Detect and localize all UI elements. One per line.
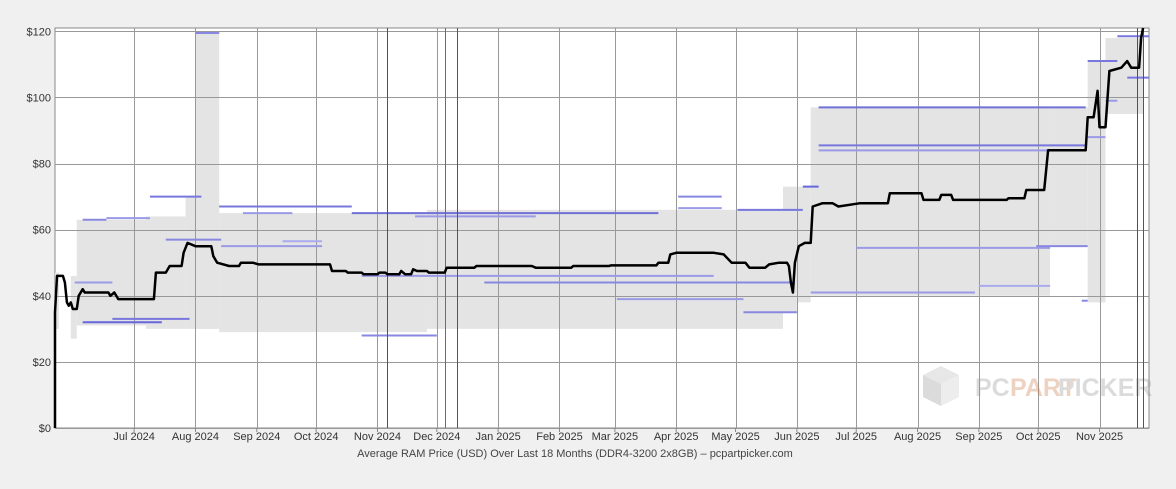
y-tick-label: $120	[27, 26, 51, 38]
chart-title: Average RAM Price (USD) Over Last 18 Mon…	[357, 448, 793, 460]
price-range-band	[783, 186, 797, 313]
x-tick-label: Nov 2025	[1076, 431, 1123, 443]
x-tick-label: Oct 2024	[294, 431, 339, 443]
grid-lines	[55, 28, 1149, 429]
price-range-band	[76, 219, 147, 326]
watermark-text-pc: PC	[975, 374, 1010, 402]
x-tick-label: Nov 2024	[354, 431, 401, 443]
price-range-band	[1050, 107, 1088, 247]
y-tick-label: $40	[33, 291, 51, 303]
y-tick-label: $60	[33, 225, 51, 237]
average-price-line	[53, 27, 1145, 428]
series-group	[53, 27, 1145, 428]
x-tick-label: Apr 2025	[654, 431, 699, 443]
y-tick-label: $80	[33, 159, 51, 171]
y-tick-label: $100	[27, 92, 51, 104]
x-tick-label: Aug 2024	[172, 431, 219, 443]
price-range-band	[810, 107, 1051, 296]
price-range-band	[426, 209, 784, 329]
price-range-band	[1087, 61, 1106, 303]
watermark-text-picker: PICKER	[1058, 374, 1152, 402]
x-tick-label: Aug 2025	[894, 431, 941, 443]
price-range-band	[195, 31, 220, 329]
x-tick-label: Oct 2025	[1016, 431, 1061, 443]
x-tick-label: Dec 2024	[413, 431, 460, 443]
x-tick-label: Jul 2024	[113, 431, 155, 443]
watermark-text-part: PART	[1010, 374, 1076, 402]
price-range-band	[55, 272, 59, 329]
price-range-band	[219, 213, 427, 333]
x-tick-label: Sep 2024	[233, 431, 280, 443]
y-axis-ticks: $0 $20 $40 $60 $80 $100 $120	[27, 26, 51, 435]
watermark-logo-icon	[923, 366, 959, 406]
vertical-markers	[387, 28, 1144, 428]
x-tick-label: Jun 2025	[774, 431, 819, 443]
y-tick-label: $0	[39, 423, 51, 435]
x-axis-ticks: Jul 2024 Aug 2024 Sep 2024 Oct 2024 Nov 2024…	[113, 428, 1123, 443]
x-tick-label: Feb 2025	[536, 431, 582, 443]
price-range-band	[70, 275, 77, 339]
x-tick-label: Jul 2025	[835, 431, 877, 443]
store-price-lines	[74, 31, 1149, 337]
pcpartpicker-watermark: PC PART PICKER	[923, 366, 1152, 406]
x-tick-label: Mar 2025	[592, 431, 638, 443]
x-tick-label: Sep 2025	[955, 431, 1002, 443]
x-tick-label: May 2025	[711, 431, 759, 443]
x-tick-label: Jan 2025	[476, 431, 521, 443]
y-tick-label: $20	[33, 357, 51, 369]
